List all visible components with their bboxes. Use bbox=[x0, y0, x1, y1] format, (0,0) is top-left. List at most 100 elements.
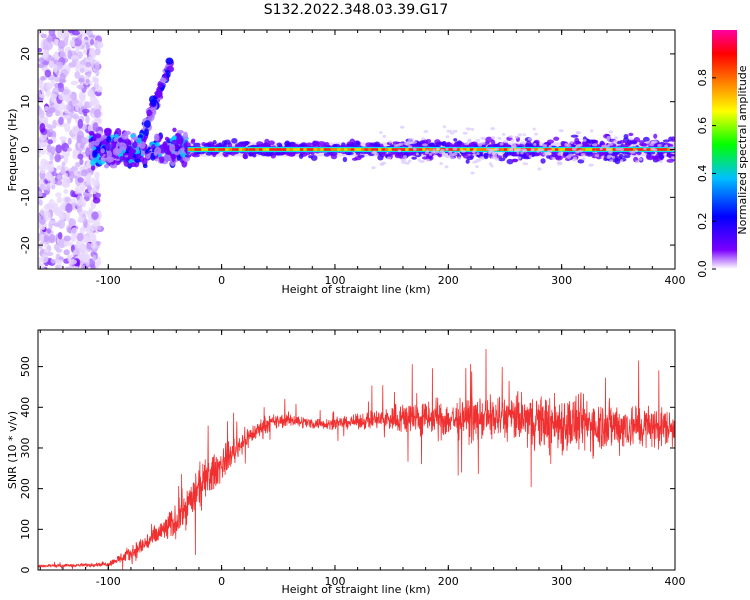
band-outer bbox=[369, 142, 378, 146]
band-core bbox=[347, 148, 354, 151]
band-wisp bbox=[398, 142, 404, 146]
snr-x-tick-label: 200 bbox=[438, 575, 459, 588]
band-outer bbox=[436, 142, 444, 146]
noise-blob bbox=[96, 225, 102, 231]
band-outer bbox=[619, 140, 625, 144]
noise-blob bbox=[45, 251, 54, 256]
band-outer bbox=[244, 140, 250, 146]
band-outer bbox=[192, 153, 200, 158]
band-wisp bbox=[423, 130, 429, 134]
noise-blob bbox=[43, 234, 50, 242]
noise-blob bbox=[56, 61, 64, 70]
band-core bbox=[544, 148, 551, 151]
band-wisp bbox=[457, 156, 462, 160]
band-wisp bbox=[520, 141, 526, 145]
band-core bbox=[524, 148, 530, 151]
transition-blob bbox=[134, 158, 141, 163]
noise-blob bbox=[85, 242, 92, 253]
transition-blob bbox=[157, 80, 163, 89]
band-outer bbox=[342, 156, 348, 163]
noise-blob bbox=[92, 254, 97, 262]
band-wisp bbox=[464, 142, 469, 146]
snr-x-tick-label: -100 bbox=[96, 575, 121, 588]
band-wisp bbox=[609, 159, 614, 163]
transition-blob bbox=[169, 143, 176, 153]
band-wisp bbox=[446, 129, 453, 133]
transition-blob bbox=[104, 163, 109, 169]
band-wisp bbox=[613, 136, 619, 140]
transition-blob bbox=[143, 128, 149, 137]
band-core bbox=[568, 148, 573, 151]
band-wisp bbox=[403, 141, 408, 145]
band-wisp bbox=[371, 166, 376, 170]
band-outer bbox=[310, 155, 318, 161]
colorbar-tick-label: 0.2 bbox=[696, 212, 709, 230]
band-core bbox=[289, 148, 296, 151]
band-outer bbox=[184, 154, 192, 158]
spectrogram-x-tick-label: -100 bbox=[96, 274, 121, 287]
noise-blob bbox=[43, 248, 49, 254]
band-outer bbox=[231, 137, 238, 144]
band-outer bbox=[662, 139, 670, 143]
band-outer bbox=[546, 139, 555, 144]
band-outer bbox=[248, 152, 254, 157]
band-outer bbox=[223, 153, 229, 158]
colorbar-tick-label: 0.6 bbox=[696, 117, 709, 135]
transition-blob bbox=[106, 136, 112, 144]
noise-blob bbox=[50, 146, 56, 156]
snr-y-tick-label: 300 bbox=[19, 437, 32, 458]
band-wisp bbox=[516, 151, 520, 155]
band-wisp bbox=[452, 129, 458, 133]
band-outer bbox=[212, 151, 217, 158]
noise-blob bbox=[93, 219, 101, 228]
spectrogram-y-axis-label: Frequency (Hz) bbox=[6, 109, 19, 192]
band-wisp bbox=[517, 133, 523, 137]
noise-blob bbox=[74, 71, 81, 79]
noise-blob bbox=[65, 203, 73, 213]
band-outer bbox=[377, 154, 384, 161]
noise-blob bbox=[48, 106, 56, 114]
band-wisp bbox=[522, 133, 527, 137]
transition-blob bbox=[153, 151, 158, 156]
noise-blob bbox=[70, 189, 75, 198]
noise-blob bbox=[58, 238, 65, 249]
band-wisp bbox=[470, 127, 475, 131]
noise-blob bbox=[38, 57, 46, 63]
noise-blob bbox=[94, 171, 100, 180]
noise-blob bbox=[38, 191, 43, 198]
band-wisp bbox=[619, 147, 625, 151]
band-wisp bbox=[388, 140, 392, 144]
band-outer bbox=[591, 152, 598, 159]
noise-blob bbox=[81, 39, 88, 44]
band-core bbox=[588, 148, 596, 151]
noise-blob bbox=[89, 47, 96, 55]
band-core bbox=[378, 148, 383, 151]
band-wisp bbox=[445, 147, 449, 151]
noise-blob bbox=[87, 72, 92, 78]
noise-blob bbox=[67, 137, 72, 145]
band-core bbox=[333, 148, 340, 151]
snr-frame bbox=[37, 329, 676, 571]
noise-blob bbox=[85, 147, 91, 158]
band-wisp bbox=[611, 155, 616, 159]
band-wisp bbox=[615, 147, 621, 151]
band-wisp bbox=[599, 147, 603, 151]
noise-blob bbox=[82, 48, 88, 55]
band-core bbox=[578, 148, 582, 151]
noise-blob bbox=[85, 256, 90, 267]
noise-blob bbox=[78, 77, 85, 83]
noise-blob bbox=[76, 84, 85, 90]
transition-blob bbox=[171, 153, 176, 163]
band-outer bbox=[640, 143, 648, 147]
band-outer bbox=[266, 151, 274, 157]
transition-blob bbox=[112, 147, 121, 156]
spectrogram-y-tick-label: 10 bbox=[19, 95, 32, 109]
noise-blob bbox=[39, 122, 46, 133]
band-outer bbox=[191, 138, 196, 143]
band-wisp bbox=[497, 136, 502, 140]
transition-blob bbox=[132, 141, 138, 149]
band-outer bbox=[274, 152, 281, 156]
noise-blob bbox=[63, 188, 69, 195]
noise-blob bbox=[51, 177, 56, 186]
noise-blob bbox=[57, 231, 63, 240]
